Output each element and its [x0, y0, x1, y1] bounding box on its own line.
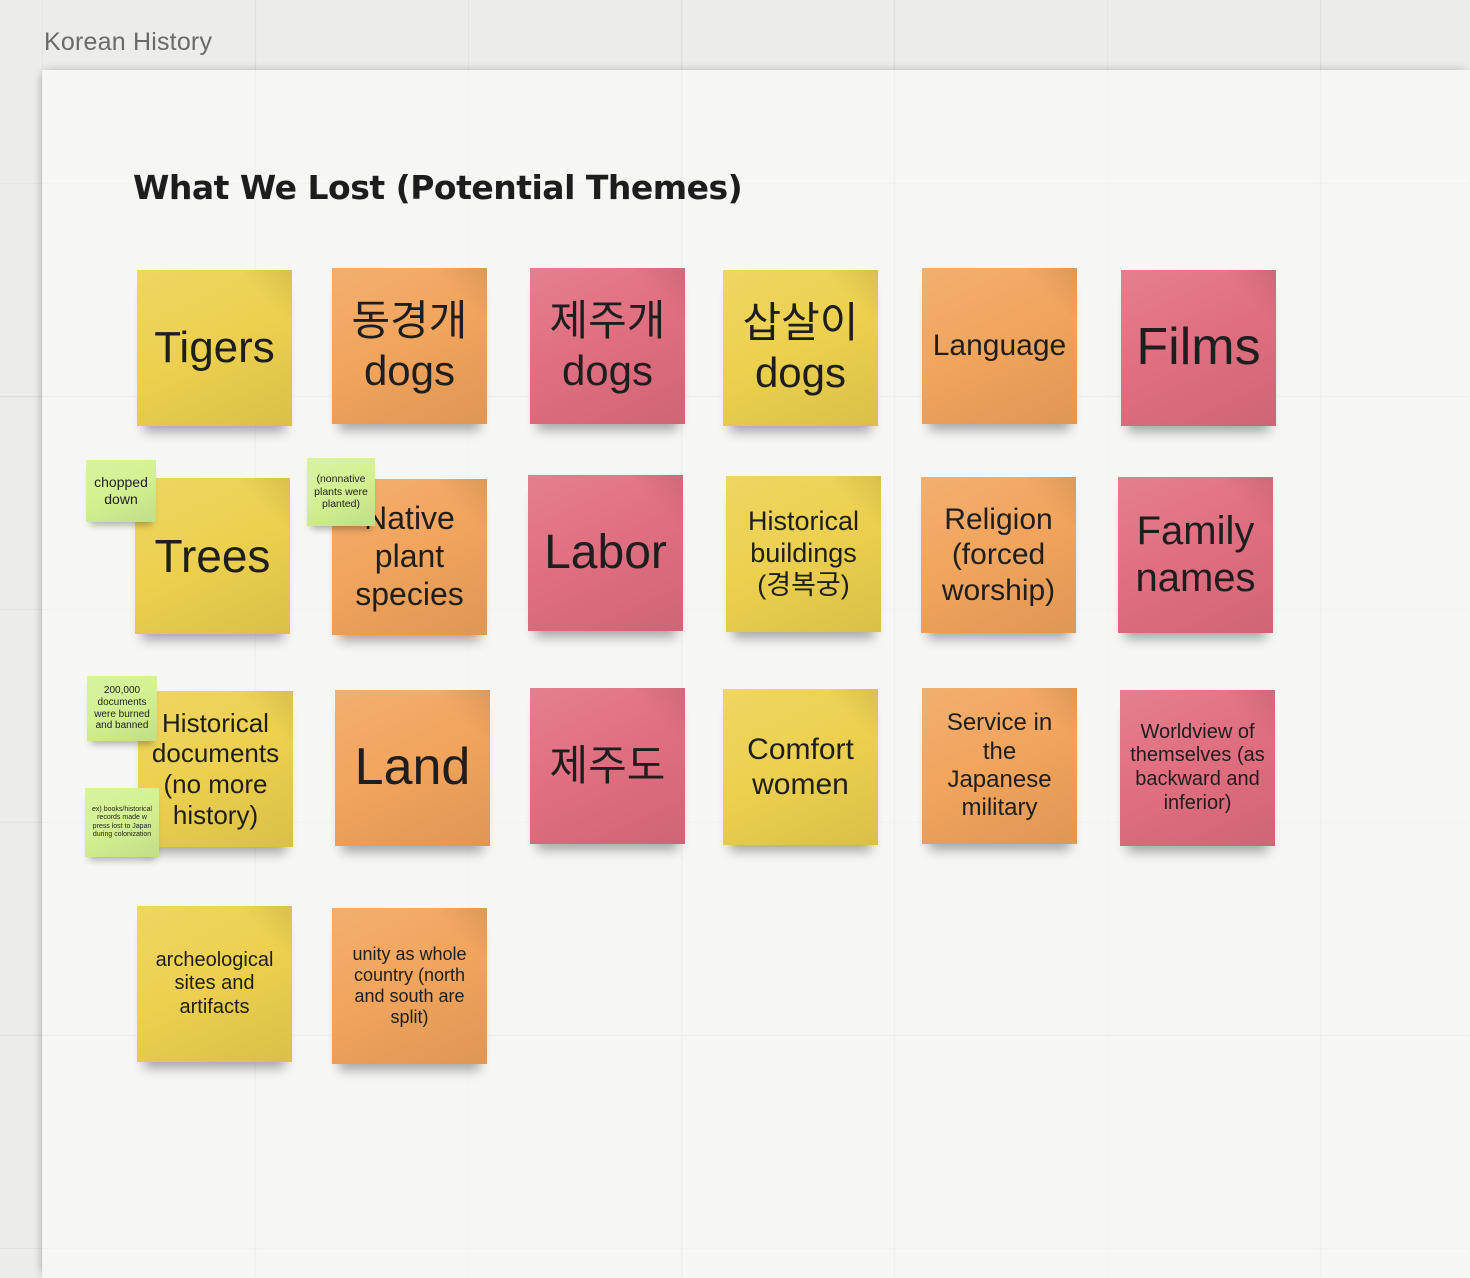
sticky-note-label: 제주개 dogs: [549, 297, 666, 394]
sticky-note-label: Land: [354, 738, 471, 797]
sticky-note-label: 제주도: [549, 742, 666, 790]
sticky-note-label: 200,000 documents were burned and banned: [94, 684, 150, 732]
sticky-note-worldview[interactable]: Worldview of themselves (as backward and…: [1120, 690, 1275, 846]
sticky-note-label: (nonnative plants were planted): [314, 473, 368, 511]
sticky-note-annotation-records-lost[interactable]: ex) books/historical records made w pres…: [85, 788, 159, 857]
sticky-note-native-plant-species[interactable]: Native plant species: [332, 479, 487, 635]
sticky-note-label: unity as whole country (north and south …: [352, 943, 467, 1028]
sticky-note-label: Family names: [1135, 508, 1256, 600]
sticky-note-label: 동경개 dogs: [351, 297, 468, 394]
sticky-note-label: Language: [932, 329, 1067, 363]
sticky-note-label: chopped down: [94, 474, 148, 507]
sticky-note-language[interactable]: Language: [922, 268, 1077, 424]
sticky-note-land[interactable]: Land: [335, 690, 490, 846]
sticky-note-historical-buildings[interactable]: Historical buildings (경복궁): [726, 476, 881, 632]
sticky-note-historical-documents[interactable]: Historical documents (no more history): [138, 691, 293, 847]
frame-title[interactable]: Korean History: [44, 28, 213, 56]
sticky-note-trees[interactable]: Trees: [135, 478, 290, 634]
sticky-note-label: Tigers: [154, 323, 275, 373]
sticky-note-label: Trees: [154, 529, 271, 582]
sticky-note-japanese-military-service[interactable]: Service in the Japanese military: [922, 688, 1077, 844]
sticky-note-tigers[interactable]: Tigers: [137, 270, 292, 426]
sticky-note-comfort-women[interactable]: Comfort women: [723, 689, 878, 845]
sticky-note-sapsali-dogs[interactable]: 삽살이 dogs: [723, 270, 878, 426]
sticky-note-label: Labor: [544, 525, 667, 579]
sticky-note-annotation-nonnative-plants[interactable]: (nonnative plants were planted): [307, 458, 375, 526]
sticky-note-label: ex) books/historical records made w pres…: [92, 806, 152, 838]
sticky-note-label: 삽살이 dogs: [742, 299, 859, 396]
sticky-note-family-names[interactable]: Family names: [1118, 477, 1273, 633]
frame-korean-history[interactable]: What We Lost (Potential Themes) Tigers 동…: [42, 70, 1470, 1278]
sticky-note-label: Service in the Japanese military: [946, 709, 1053, 822]
sticky-note-religion-forced-worship[interactable]: Religion (forced worship): [921, 477, 1076, 633]
sticky-note-donggyeong-dogs[interactable]: 동경개 dogs: [332, 268, 487, 424]
sticky-note-label: Religion (forced worship): [941, 502, 1056, 607]
sticky-note-unity[interactable]: unity as whole country (north and south …: [332, 908, 487, 1064]
sticky-note-label: Native plant species: [355, 500, 464, 612]
sticky-note-labor[interactable]: Labor: [528, 475, 683, 631]
sticky-note-films[interactable]: Films: [1121, 270, 1276, 426]
sticky-note-label: Comfort women: [747, 732, 854, 801]
board-heading[interactable]: What We Lost (Potential Themes): [133, 168, 743, 207]
sticky-note-annotation-chopped-down[interactable]: chopped down: [86, 460, 156, 522]
sticky-note-label: Worldview of themselves (as backward and…: [1130, 720, 1265, 814]
sticky-note-label: archeological sites and artifacts: [155, 948, 274, 1018]
sticky-note-archeological-sites[interactable]: archeological sites and artifacts: [137, 906, 292, 1062]
sticky-note-annotation-documents-burned[interactable]: 200,000 documents were burned and banned: [87, 676, 157, 741]
sticky-note-jeju-dogs[interactable]: 제주개 dogs: [530, 268, 685, 424]
sticky-note-label: Films: [1136, 318, 1261, 377]
sticky-note-jejudo[interactable]: 제주도: [530, 688, 685, 844]
sticky-note-label: Historical documents (no more history): [151, 707, 280, 830]
sticky-note-label: Historical buildings (경복궁): [747, 506, 860, 600]
